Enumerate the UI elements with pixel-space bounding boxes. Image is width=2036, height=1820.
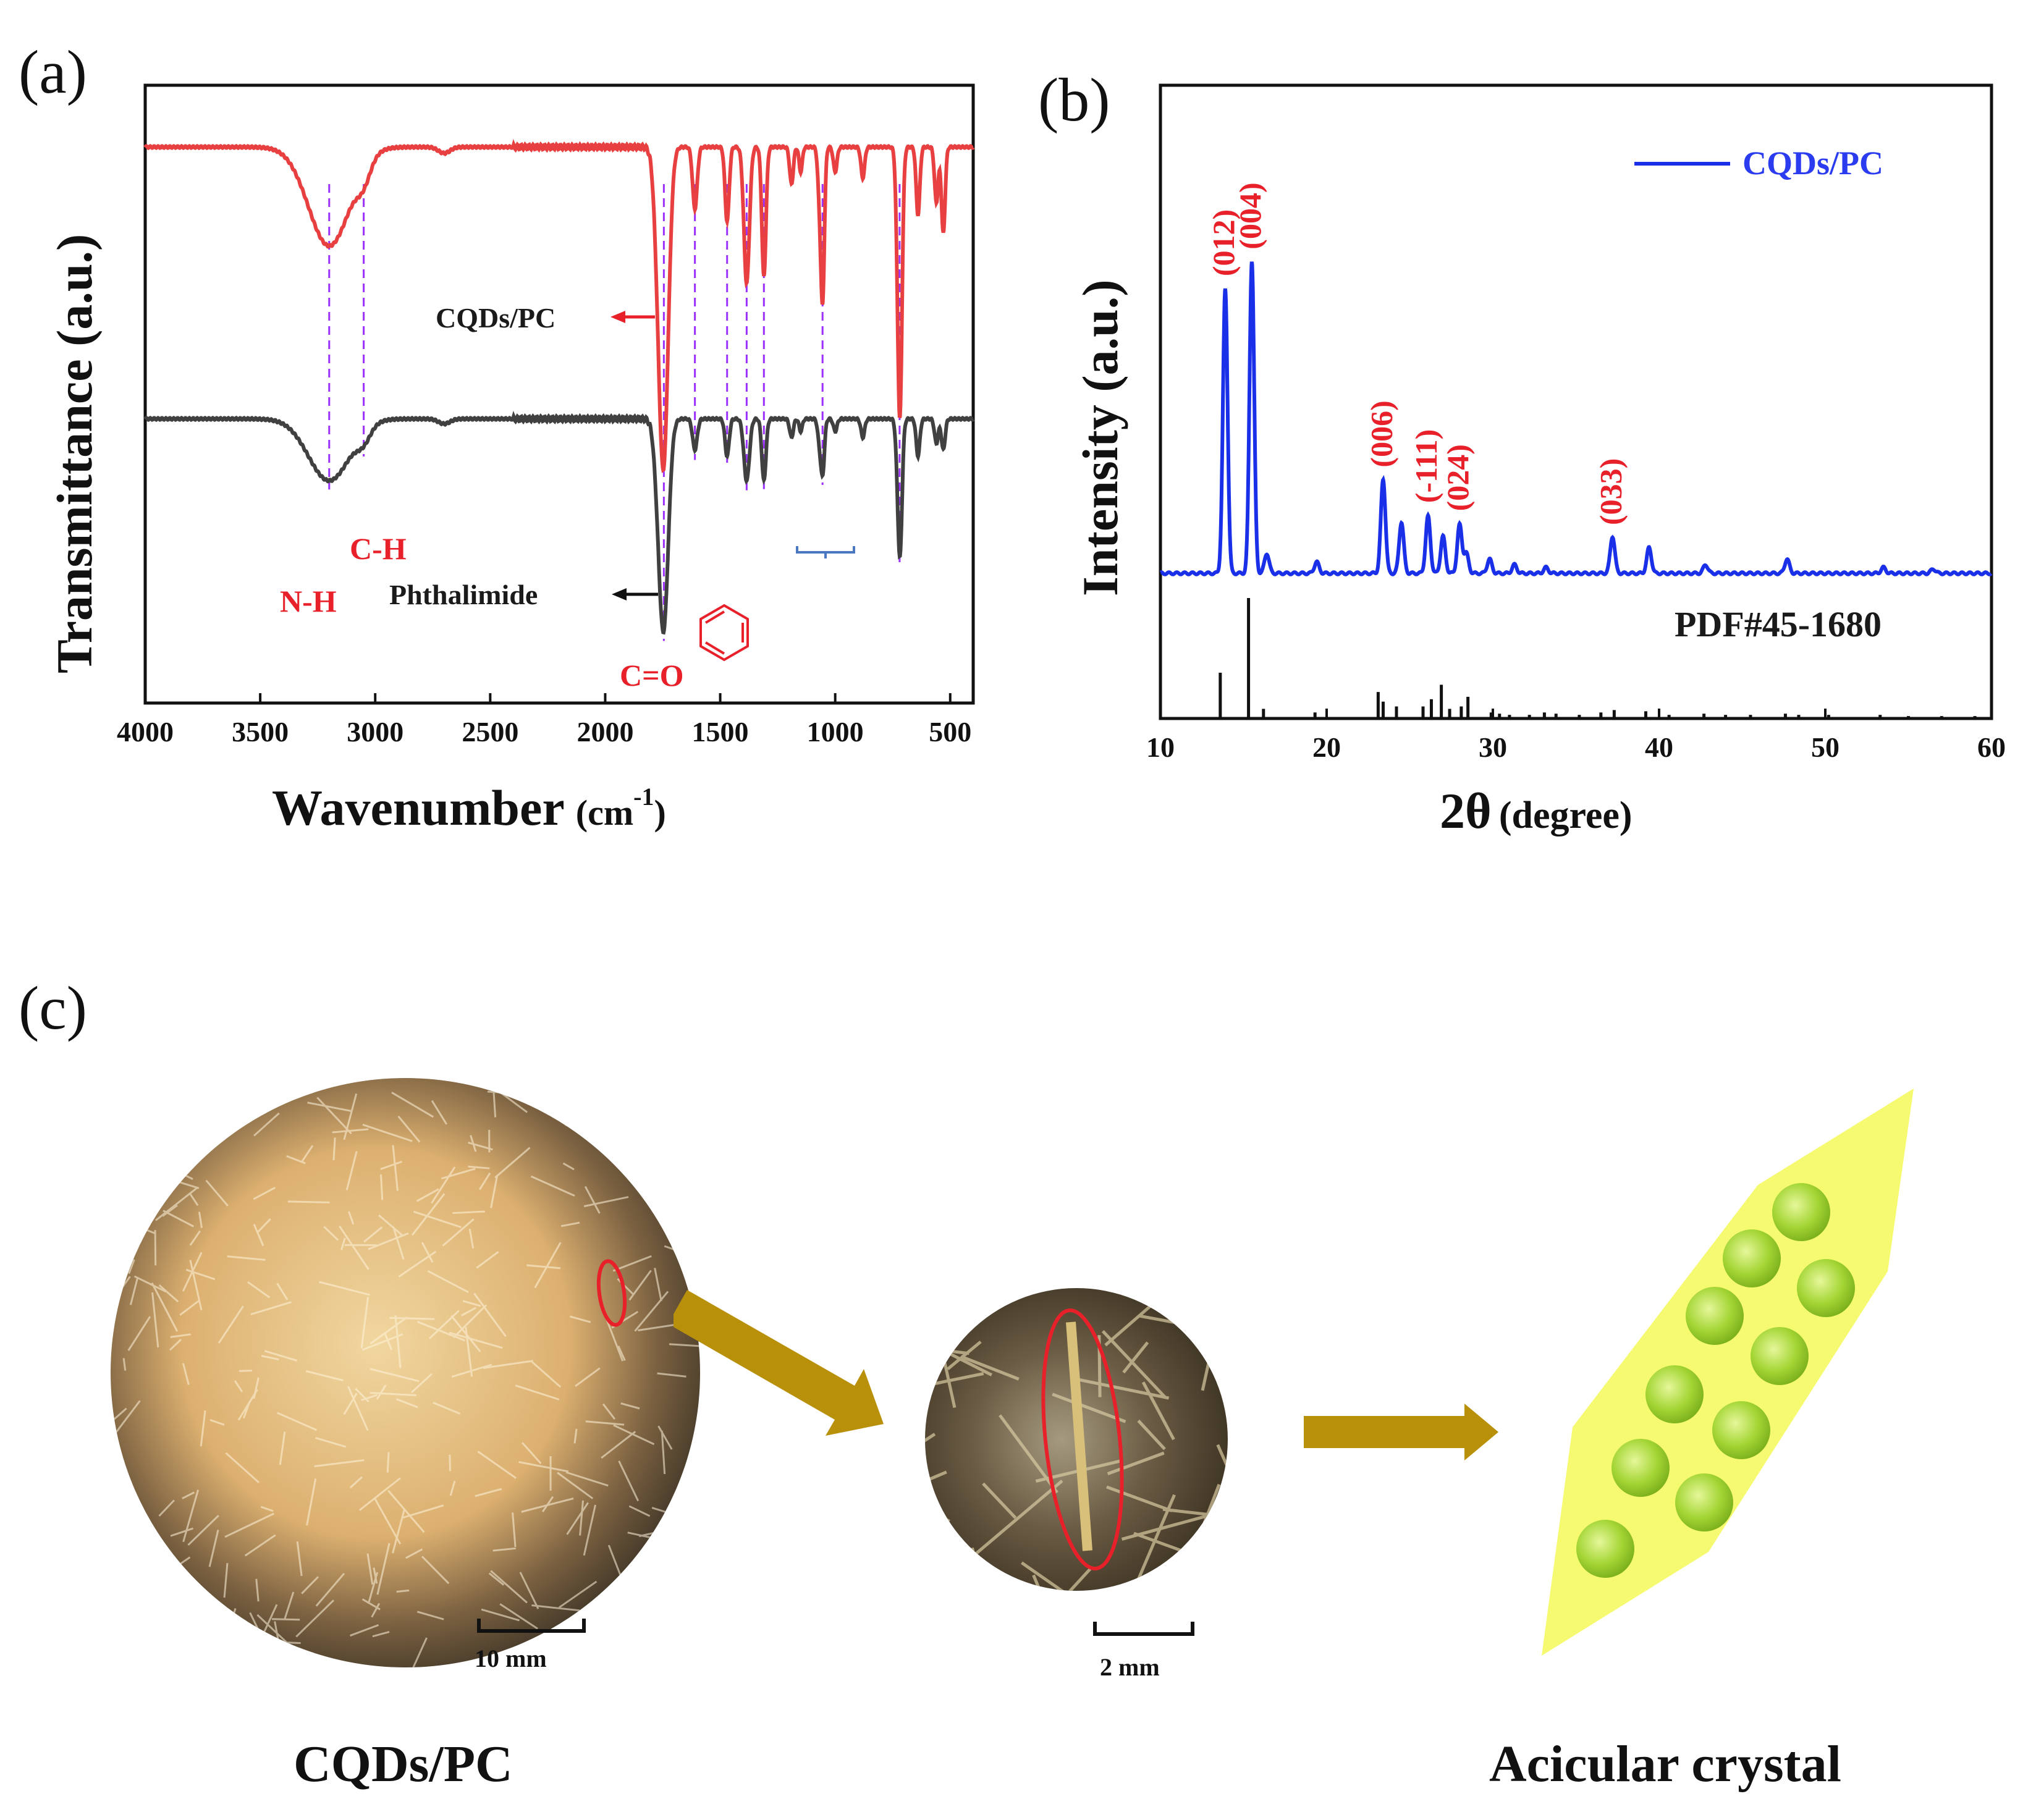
crystal-dot bbox=[1675, 1473, 1733, 1531]
scale-label-10mm: 10 mm bbox=[475, 1645, 547, 1672]
xrd-x-ticks: 10 20 30 40 50 60 bbox=[1146, 709, 2006, 763]
ftir-label-phthalimide: Phthalimide bbox=[389, 579, 538, 610]
panel-b: (b) (012)(004) (006) (-111)(024) (033) 10 20… bbox=[1038, 65, 2006, 839]
scale-bar-10mm: 10 mm bbox=[475, 1619, 586, 1672]
panel-c-letter: (c) bbox=[19, 974, 87, 1042]
xrd-x-axis-title: 2θ (degree) bbox=[1440, 783, 1633, 839]
crystal-dot bbox=[1751, 1327, 1809, 1385]
caption-cqds-pc: CQDs/PC bbox=[294, 1735, 513, 1793]
ftir-plot-frame bbox=[143, 83, 975, 705]
panel-a: (a) 4000 3500 3000 2500 2000 1500 1000 500 CQDs… bbox=[19, 38, 975, 836]
ftir-guide-lines bbox=[328, 184, 901, 641]
photo-magnified bbox=[925, 1288, 1228, 1591]
xrd-tick-label: 50 bbox=[1811, 731, 1840, 763]
xrd-peak-label: (033) bbox=[1594, 458, 1628, 525]
ftir-arrow-cqds bbox=[610, 311, 655, 323]
photo1-highlight-ellipse bbox=[596, 1259, 627, 1327]
xrd-y-axis-title: Intensity (a.u.) bbox=[1072, 279, 1128, 596]
panel-b-letter: (b) bbox=[1038, 65, 1110, 134]
crystal-dot bbox=[1712, 1401, 1770, 1459]
ftir-series-phthalimide bbox=[143, 410, 975, 635]
ftir-label-nh: N-H bbox=[280, 584, 337, 618]
arrow-right-icon-2 bbox=[1304, 1404, 1498, 1460]
xrd-peak-label: (012) bbox=[1206, 209, 1241, 276]
ftir-tick-label: 500 bbox=[929, 716, 971, 748]
ftir-series-cqds bbox=[143, 138, 975, 473]
xrd-reference-sticks bbox=[1219, 598, 1977, 718]
caption-acicular-crystal: Acicular crystal bbox=[1489, 1735, 1841, 1793]
scale-bar-2mm: 2 mm bbox=[1093, 1622, 1194, 1681]
ftir-tick-label: 1000 bbox=[807, 716, 864, 748]
crystal-dot bbox=[1686, 1287, 1744, 1345]
xrd-tick-label: 30 bbox=[1479, 731, 1507, 763]
ftir-arrow-phthalimide bbox=[612, 588, 658, 600]
scale-label-2mm: 2 mm bbox=[1100, 1653, 1160, 1681]
xrd-peak-label: (004) bbox=[1233, 182, 1267, 249]
benzene-ring-icon bbox=[699, 604, 749, 662]
xrd-peak-label: (024) bbox=[1440, 444, 1475, 511]
crystal-dot bbox=[1772, 1183, 1830, 1241]
ftir-tick-label: 2500 bbox=[462, 716, 518, 748]
xrd-series-cqds bbox=[1159, 261, 1993, 576]
xrd-peak-label: (-111) bbox=[1409, 429, 1443, 503]
ftir-x-ticks: 4000 3500 3000 2500 2000 1500 1000 500 bbox=[117, 693, 971, 748]
ftir-y-axis-title: Transmittance (a.u.) bbox=[46, 234, 103, 673]
ftir-label-ch: C-H bbox=[350, 531, 407, 566]
xrd-plot-frame bbox=[1159, 83, 1993, 720]
ftir-label-co: C=O bbox=[620, 658, 684, 693]
crystal-dot bbox=[1723, 1229, 1781, 1287]
ftir-tick-label: 2000 bbox=[577, 716, 633, 748]
ftir-tick-label: 3500 bbox=[232, 716, 289, 748]
arrow-right-icon bbox=[674, 1290, 884, 1436]
crystal-dot bbox=[1645, 1365, 1704, 1423]
acicular-crystal-schematic bbox=[1542, 1089, 1914, 1656]
ftir-tick-label: 3000 bbox=[347, 716, 403, 748]
xrd-tick-label: 40 bbox=[1645, 731, 1673, 763]
ftir-tick-label: 4000 bbox=[117, 716, 174, 748]
panel-a-letter: (a) bbox=[19, 38, 87, 106]
ftir-tick-label: 1500 bbox=[692, 716, 749, 748]
panel-c: (c) 10 mm 2 mm C bbox=[19, 974, 1914, 1793]
crystal-dot bbox=[1797, 1259, 1855, 1317]
xrd-peak-label: (006) bbox=[1364, 400, 1398, 467]
ftir-x-axis-title: Wavenumber (cm-1) bbox=[272, 780, 666, 836]
xrd-reference-label: PDF#45-1680 bbox=[1675, 604, 1882, 644]
crystal-dot bbox=[1611, 1439, 1670, 1497]
xrd-tick-label: 10 bbox=[1146, 731, 1175, 763]
ftir-bracket bbox=[796, 546, 855, 558]
ftir-label-cqds: CQDs/PC bbox=[436, 302, 555, 334]
crystal-dot bbox=[1576, 1520, 1634, 1578]
photo-cqds-pc bbox=[111, 1078, 700, 1667]
xrd-tick-label: 20 bbox=[1312, 731, 1341, 763]
photo2-highlight-ellipse bbox=[1041, 1308, 1124, 1570]
xrd-tick-label: 60 bbox=[1977, 731, 2006, 763]
xrd-legend-label: CQDs/PC bbox=[1742, 145, 1883, 182]
xrd-peak-labels: (012)(004) (006) (-111)(024) (033) bbox=[1206, 182, 1628, 525]
